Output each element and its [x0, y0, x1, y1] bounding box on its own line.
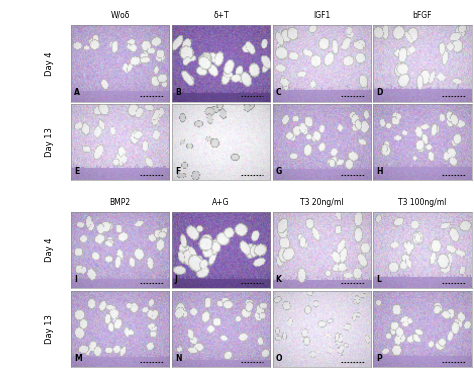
Text: G: G: [275, 167, 282, 176]
Text: Day 13: Day 13: [46, 127, 54, 157]
Text: E: E: [74, 167, 79, 176]
Text: BMP2: BMP2: [109, 198, 131, 207]
Text: A: A: [74, 88, 80, 97]
Text: W/oδ: W/oδ: [110, 11, 130, 20]
Text: δ+T: δ+T: [213, 11, 229, 20]
Text: A+G: A+G: [212, 198, 230, 207]
Text: L: L: [376, 275, 381, 284]
Text: N: N: [175, 354, 181, 363]
Text: P: P: [376, 354, 382, 363]
Text: Day 4: Day 4: [46, 238, 54, 262]
Text: Day 13: Day 13: [46, 314, 54, 344]
Text: K: K: [275, 275, 282, 284]
Text: D: D: [376, 88, 383, 97]
Text: B: B: [175, 88, 181, 97]
Text: F: F: [175, 167, 180, 176]
Text: T3 100ng/ml: T3 100ng/ml: [398, 198, 447, 207]
Text: bFGF: bFGF: [413, 11, 432, 20]
Text: M: M: [74, 354, 82, 363]
Text: I: I: [74, 275, 77, 284]
Text: Day 4: Day 4: [46, 51, 54, 76]
Text: O: O: [275, 354, 282, 363]
Text: T3 20ng/ml: T3 20ng/ml: [300, 198, 344, 207]
Text: H: H: [376, 167, 383, 176]
Text: J: J: [175, 275, 178, 284]
Text: IGF1: IGF1: [313, 11, 330, 20]
Text: C: C: [275, 88, 281, 97]
